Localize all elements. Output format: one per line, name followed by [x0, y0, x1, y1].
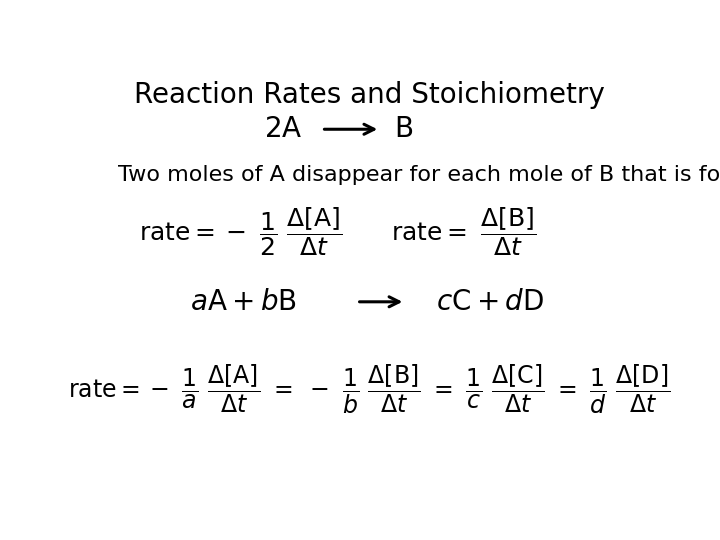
Text: Two moles of A disappear for each mole of B that is formed.: Two moles of A disappear for each mole o…: [118, 165, 720, 185]
Text: $\mathit{c}\mathsf{C} + \mathit{d}\mathsf{D}$: $\mathit{c}\mathsf{C} + \mathit{d}\maths…: [436, 288, 544, 316]
Text: $\mathit{a}\mathsf{A} + \mathit{b}\mathsf{B}$: $\mathit{a}\mathsf{A} + \mathit{b}\maths…: [189, 288, 297, 316]
Text: $\mathsf{2A}$: $\mathsf{2A}$: [264, 115, 302, 143]
Text: Reaction Rates and Stoichiometry: Reaction Rates and Stoichiometry: [134, 82, 604, 110]
Text: $\mathsf{rate = -\ \dfrac{1}{\mathit{a}}\ \dfrac{\Delta[A]}{\Delta \mathit{t}}\ : $\mathsf{rate = -\ \dfrac{1}{\mathit{a}}…: [68, 362, 670, 416]
Text: $\mathsf{B}$: $\mathsf{B}$: [394, 115, 413, 143]
Text: $\mathsf{rate = -\ \dfrac{1}{2}\ \dfrac{\Delta[A]}{\Delta \mathit{t}}}$: $\mathsf{rate = -\ \dfrac{1}{2}\ \dfrac{…: [139, 205, 342, 258]
Text: $\mathsf{rate =\ \dfrac{\Delta[B]}{\Delta \mathit{t}}}$: $\mathsf{rate =\ \dfrac{\Delta[B]}{\Delt…: [391, 205, 536, 258]
